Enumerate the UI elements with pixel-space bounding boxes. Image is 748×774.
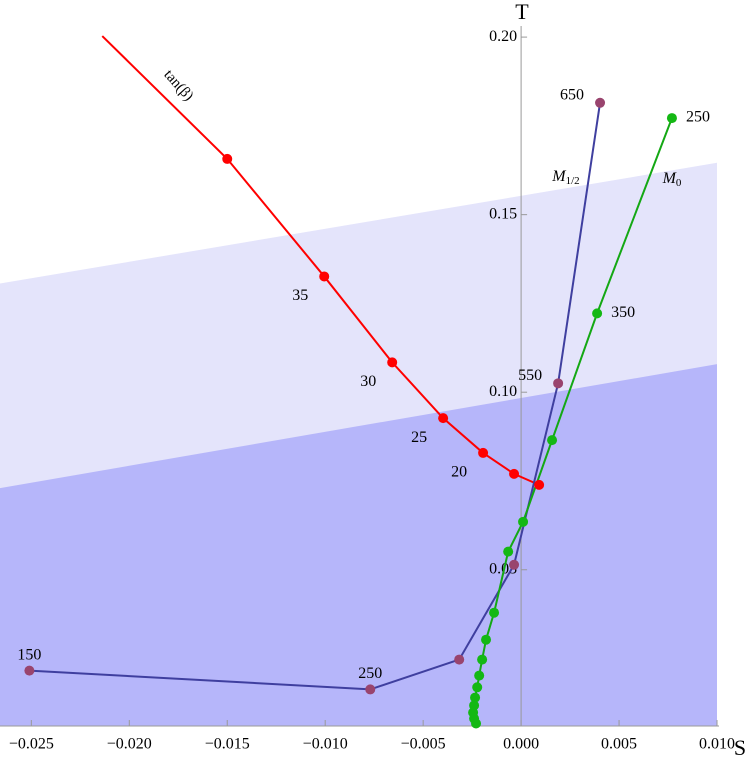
point <box>509 468 520 479</box>
point <box>518 516 529 527</box>
point <box>319 271 330 282</box>
point <box>534 479 545 490</box>
y-axis-label: T <box>515 0 529 24</box>
point <box>666 113 677 124</box>
point <box>503 546 514 557</box>
point-label: 650 <box>560 86 584 103</box>
point-label: 20 <box>451 464 467 481</box>
point <box>595 97 606 108</box>
y-tick-label: 0.15 <box>489 205 517 222</box>
point <box>553 378 564 389</box>
series-line <box>101 35 540 486</box>
x-tick-label: 0.005 <box>601 736 637 753</box>
point <box>471 718 482 729</box>
point <box>477 654 488 665</box>
series-label: M0 <box>662 170 682 189</box>
x-tick-label: −0.025 <box>9 736 54 753</box>
x-tick-label: −0.010 <box>303 736 348 753</box>
x-tick-label: 0.000 <box>503 736 539 753</box>
y-tick-label: 0.20 <box>489 28 517 45</box>
point <box>509 559 520 570</box>
x-tick-label: −0.005 <box>401 736 446 753</box>
point-label: 550 <box>518 367 542 384</box>
band <box>0 364 717 726</box>
point-label: 250 <box>358 665 382 682</box>
point <box>365 684 376 695</box>
point <box>592 308 603 319</box>
point <box>222 153 233 164</box>
series-line <box>29 102 602 691</box>
point <box>478 447 489 458</box>
point <box>547 435 558 446</box>
point-label: 25 <box>411 429 427 446</box>
x-axis-label: S <box>734 735 746 760</box>
point <box>470 692 481 703</box>
point-label: 250 <box>686 109 710 126</box>
point <box>438 413 449 424</box>
point <box>474 670 485 681</box>
y-tick-label: 0.10 <box>489 383 517 400</box>
point <box>481 634 492 645</box>
point-label: 350 <box>611 304 635 321</box>
point <box>472 682 483 693</box>
point <box>387 357 398 368</box>
x-tick-label: −0.015 <box>205 736 250 753</box>
point-label: 150 <box>17 646 41 663</box>
point-label: 35 <box>292 287 308 304</box>
point-label: 30 <box>360 373 376 390</box>
series-label: M1/2 <box>551 168 579 187</box>
x-tick-label: −0.020 <box>107 736 152 753</box>
point <box>454 654 465 665</box>
point <box>24 665 35 676</box>
x-tick-label: 0.010 <box>699 736 735 753</box>
point <box>489 607 500 618</box>
